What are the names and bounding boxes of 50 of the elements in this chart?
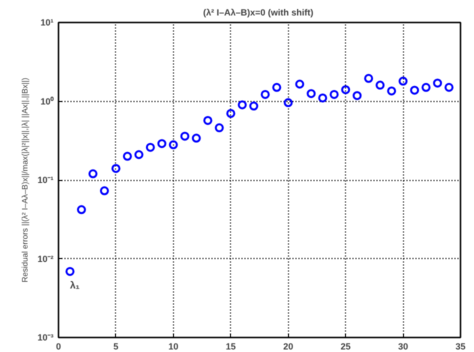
point (387, 86, 396, 96)
point (122, 152, 132, 161)
x-tick-label: 25 (340, 342, 351, 352)
point (76, 205, 86, 214)
point (398, 76, 408, 86)
x-tick-label: 20 (283, 342, 294, 352)
point (422, 82, 431, 92)
y-axis-title: Residual errors ||(λ² I–Aλ–B)x||/max(|λ|²||x||,|λ| ||Ax||,||Bx||) (20, 77, 30, 282)
point (65, 266, 74, 276)
point (214, 123, 224, 132)
point (295, 80, 304, 89)
point (318, 93, 328, 102)
x-tick-label: 0 (56, 342, 62, 352)
point (410, 86, 420, 95)
point (341, 85, 350, 94)
point (260, 90, 270, 99)
y-tick-label: 10⁰ (40, 96, 54, 106)
y-tick-label: 10⁻³ (37, 332, 54, 342)
point (284, 98, 293, 108)
annotation: λ₁ (70, 280, 80, 292)
point (203, 116, 212, 125)
point (146, 142, 155, 152)
point (238, 100, 247, 110)
x-tick-label: 10 (168, 342, 178, 352)
point (134, 150, 144, 160)
point (100, 186, 109, 196)
point (226, 108, 236, 118)
point (444, 82, 454, 92)
point (88, 169, 98, 178)
x-tick-label: 15 (226, 342, 236, 352)
point (376, 80, 385, 90)
point (111, 164, 120, 173)
x-tick-label: 35 (455, 342, 466, 352)
point (433, 78, 442, 88)
y-tick-label: 10⁻¹ (37, 175, 54, 185)
x-tick-label: 5 (113, 342, 118, 352)
chart-title: (λ² I–Aλ–B)x=0 (with shift) (203, 8, 314, 18)
point (192, 134, 201, 143)
y-tick-label: 10¹ (40, 18, 54, 28)
point (364, 74, 374, 83)
point (180, 132, 190, 141)
point (306, 89, 316, 98)
point (157, 139, 166, 148)
y-tick-label: 10⁻² (37, 254, 54, 264)
point (249, 102, 258, 111)
x-tick-label: 30 (398, 342, 408, 352)
point (168, 140, 178, 150)
point (330, 90, 339, 99)
point (352, 91, 362, 100)
point (272, 82, 282, 92)
